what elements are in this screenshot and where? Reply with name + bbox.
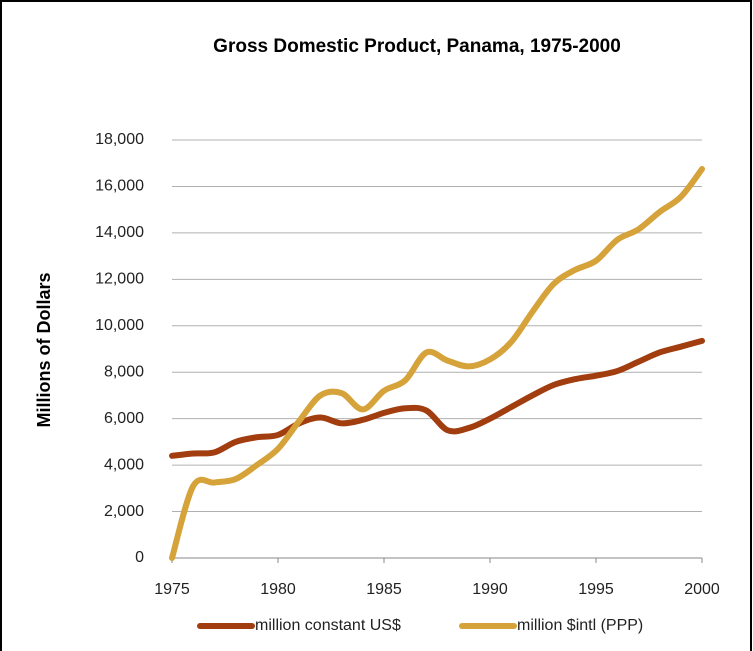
x-tick-label: 1975 bbox=[154, 581, 190, 598]
y-tick-label: 10,000 bbox=[95, 317, 144, 334]
x-tick-label: 1990 bbox=[472, 581, 508, 598]
y-tick-label: 6,000 bbox=[104, 410, 144, 427]
y-tick-label: 16,000 bbox=[95, 178, 144, 195]
legend-label: million constant US$ bbox=[255, 617, 401, 634]
y-tick-label: 2,000 bbox=[104, 503, 144, 520]
y-tick-label: 0 bbox=[135, 549, 144, 566]
line bbox=[169, 166, 705, 561]
x-tick-label: 1985 bbox=[366, 581, 402, 598]
x-tick-label: 2000 bbox=[684, 581, 720, 598]
y-tick-label: 14,000 bbox=[95, 224, 144, 241]
x-tick-label: 1995 bbox=[578, 581, 614, 598]
y-tick-label: 12,000 bbox=[95, 271, 144, 288]
y-tick-label: 4,000 bbox=[104, 456, 144, 473]
y-tick-label: 18,000 bbox=[95, 131, 144, 148]
legend-label: million $intl (PPP) bbox=[517, 617, 643, 634]
y-tick-label: 8,000 bbox=[104, 363, 144, 380]
line bbox=[169, 337, 705, 459]
chart-title: Gross Domestic Product, Panama, 1975-200… bbox=[213, 36, 621, 57]
x-tick-label: 1980 bbox=[260, 581, 296, 598]
y-axis-label: Millions of Dollars bbox=[34, 272, 54, 427]
